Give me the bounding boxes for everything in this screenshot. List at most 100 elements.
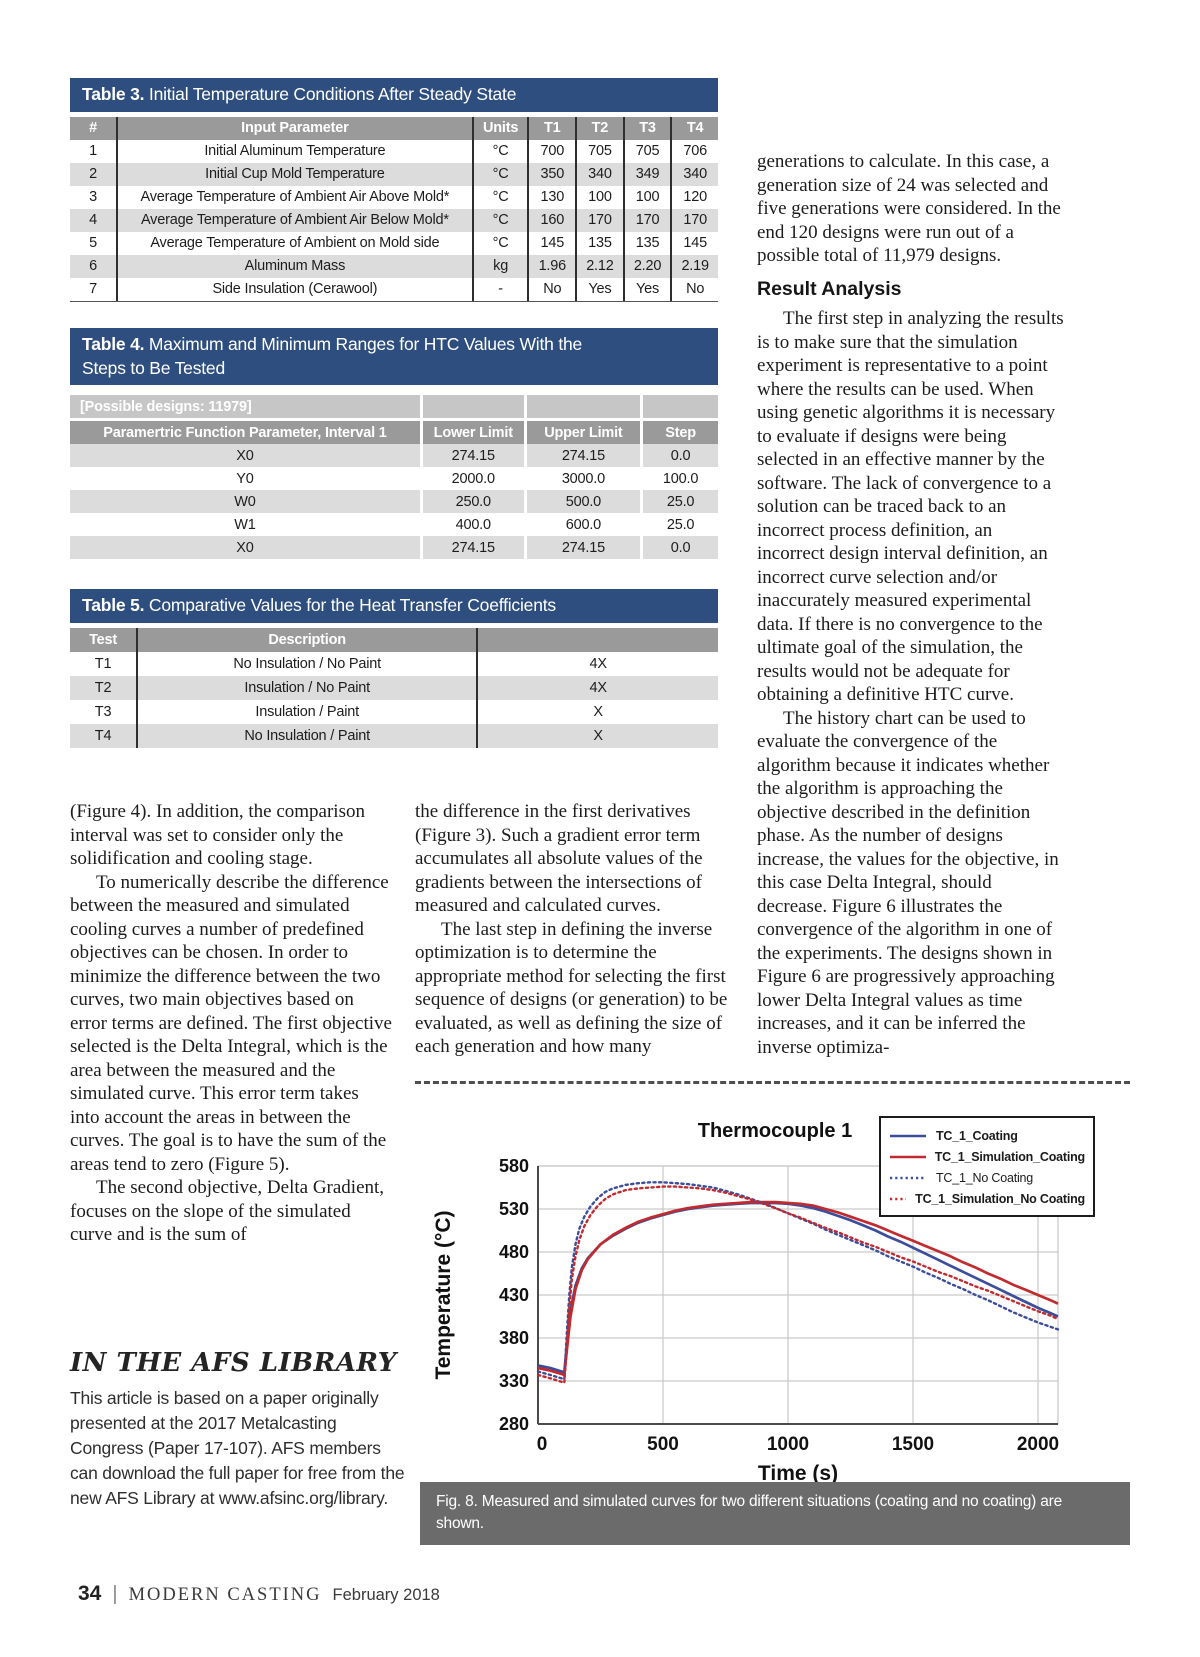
table-cell: 100.0	[640, 467, 718, 491]
middle-text-column: the difference in the first derivatives …	[415, 800, 737, 1059]
series-TC_1_Simulation_Coating	[537, 1200, 1059, 1377]
table-row: X0 274.15 274.15 0.0	[70, 444, 718, 468]
table-cell: Yes	[622, 277, 671, 301]
table-cell: No Insulation / Paint	[136, 723, 477, 748]
legend-label: TC_1_Simulation_No Coating	[915, 1191, 1085, 1206]
table-cell: Insulation / Paint	[136, 699, 476, 724]
axis-tick-label: 380	[499, 1328, 529, 1348]
table-header-cell: T4	[670, 116, 718, 140]
table-cell: 7	[89, 281, 97, 298]
table3-title: Table 3. Initial Temperature Conditions …	[70, 78, 718, 112]
table-cell: 2.20	[622, 254, 671, 278]
body-paragraph: The first step in analyzing the results …	[757, 308, 1064, 705]
afs-library-section: IN THE AFS LIBRARY This article is based…	[70, 1348, 408, 1511]
body-paragraph: The last step in defining the inverse op…	[415, 918, 728, 1058]
legend-label: TC_1_Coating	[936, 1128, 1018, 1143]
table-row: T1 No Insulation / No Paint 4X	[70, 651, 718, 676]
possible-designs-label: [Possible designs: 11979]	[70, 395, 420, 419]
table4-body: Paramertric Function Parameter, Interval…	[70, 421, 718, 560]
table-cell: X	[476, 723, 718, 748]
table-cell: X0	[70, 444, 420, 468]
dashed-divider	[415, 1081, 1130, 1084]
table-cell: 120	[670, 185, 718, 209]
table4-title-bold: Table 4.	[82, 334, 145, 354]
axis-tick-label: 280	[499, 1414, 529, 1434]
table-cell: 135	[622, 231, 671, 255]
table-cell: °C	[471, 208, 528, 232]
table-cell: kg	[471, 254, 528, 278]
table-cell: 2.12	[575, 254, 623, 278]
axis-tick-label: 1000	[767, 1434, 809, 1455]
table-cell: 145	[527, 231, 575, 255]
legend-line-sample	[890, 1176, 926, 1179]
possible-designs-empty-cell	[640, 395, 718, 419]
table-cell: 100	[622, 185, 671, 209]
body-paragraph: The history chart can be used to evaluat…	[757, 707, 1059, 1058]
table-cell: 160	[527, 208, 576, 232]
result-analysis-heading: Result Analysis	[757, 277, 902, 300]
legend-entry: TC_1_Simulation_No Coating	[889, 1188, 1085, 1209]
possible-designs-empty-cell	[523, 395, 641, 419]
table-row: T2 Insulation / No Paint 4X	[70, 675, 718, 700]
chart-legend: TC_1_Coating TC_1_Simulation_Coating TC_1_…	[879, 1116, 1095, 1217]
chart-plot: 280 330 380 430 480 530 580 0 500 1000 1500 2000 Tim…	[432, 1156, 1060, 1482]
table-cell: Average Temperature of Ambient Air Above…	[116, 185, 472, 209]
table-cell: 100	[575, 185, 623, 209]
table-header-cell: T3	[622, 116, 671, 140]
table-cell: Insulation / No Paint	[136, 675, 477, 700]
table-cell: W1	[234, 516, 256, 533]
table-cell: X	[476, 699, 718, 724]
table-cell: 2	[70, 162, 116, 186]
table-cell: 1.96	[527, 254, 576, 278]
table-cell: 6	[70, 254, 116, 278]
legend-entry: TC_1_Simulation_Coating	[889, 1146, 1085, 1167]
table3-title-text: Initial Temperature Conditions After Ste…	[144, 84, 517, 104]
table-header-cell: #	[70, 116, 116, 140]
table-cell: 274.15	[523, 444, 641, 468]
body-paragraph: To numerically describe the difference b…	[70, 871, 392, 1175]
magazine-name: MODERN CASTING	[128, 1585, 322, 1605]
table-row: X0 274.15 274.15 0.0	[70, 536, 718, 560]
table-cell: Side Insulation (Cerawool)	[116, 277, 472, 301]
axis-tick-label: 0	[537, 1434, 548, 1455]
table-cell: 340	[575, 162, 623, 186]
figure8-caption-text: Fig. 8. Measured and simulated curves fo…	[436, 1493, 1063, 1533]
axis-tick-label: 2000	[1017, 1434, 1059, 1455]
table5-heat-transfer-coefficients: Table 5. Comparative Values for the Heat…	[70, 589, 718, 748]
table-row: 3 Average Temperature of Ambient Air Abov…	[70, 185, 718, 209]
table-cell: Initial Cup Mold Temperature	[116, 162, 472, 186]
axis-tick-label: 430	[499, 1285, 529, 1305]
table-cell: No	[670, 277, 718, 301]
legend-line-sample	[890, 1134, 926, 1137]
table-cell: 274.15	[523, 536, 641, 560]
table-row: T3 Insulation / Paint X	[70, 699, 718, 724]
axis-tick-label: 480	[499, 1242, 529, 1262]
table4-title: Table 4. Maximum and Minimum Ranges for …	[70, 328, 718, 386]
table-header-cell: Input Parameter	[116, 116, 472, 140]
table-cell: 700	[527, 139, 575, 163]
table-cell: 706	[670, 139, 718, 163]
table-cell: 0.0	[640, 444, 718, 468]
table-cell: 2000.0	[419, 467, 524, 491]
table-cell: T2	[70, 675, 137, 700]
table-cell: 3	[89, 189, 97, 206]
table-cell: 500.0	[523, 490, 641, 514]
table5-title: Table 5. Comparative Values for the Heat…	[70, 589, 718, 623]
table-row: Y0 2000.0 3000.0 100.0	[70, 467, 718, 491]
table4-title-text: Maximum and Minimum Ranges for HTC Value…	[82, 334, 583, 378]
table-header-cell: Paramertric Function Parameter, Interval…	[70, 421, 420, 445]
table-cell: 130	[527, 185, 575, 209]
table-header-cell: Units	[471, 116, 528, 140]
table-cell: 0.0	[640, 536, 718, 560]
table4-htc-ranges: Table 4. Maximum and Minimum Ranges for …	[70, 328, 718, 560]
table-cell: X0	[70, 536, 420, 560]
table-cell: Initial Aluminum Temperature	[116, 139, 472, 163]
table-cell: 3000.0	[523, 467, 641, 491]
body-paragraph: The second objective, Delta Gradient, fo…	[70, 1177, 385, 1245]
table-row: 6 Aluminum Mass kg 1.96 2.12 2.20 2.19	[70, 254, 718, 278]
table-header-cell: T1	[527, 116, 576, 140]
afs-library-heading: IN THE AFS LIBRARY	[70, 1348, 397, 1378]
table-cell: -	[471, 277, 528, 301]
table-header-row: # Input Parameter Units T1 T2 T3 T4	[70, 116, 718, 140]
table-cell: Average Temperature of Ambient on Mold s…	[116, 231, 472, 255]
